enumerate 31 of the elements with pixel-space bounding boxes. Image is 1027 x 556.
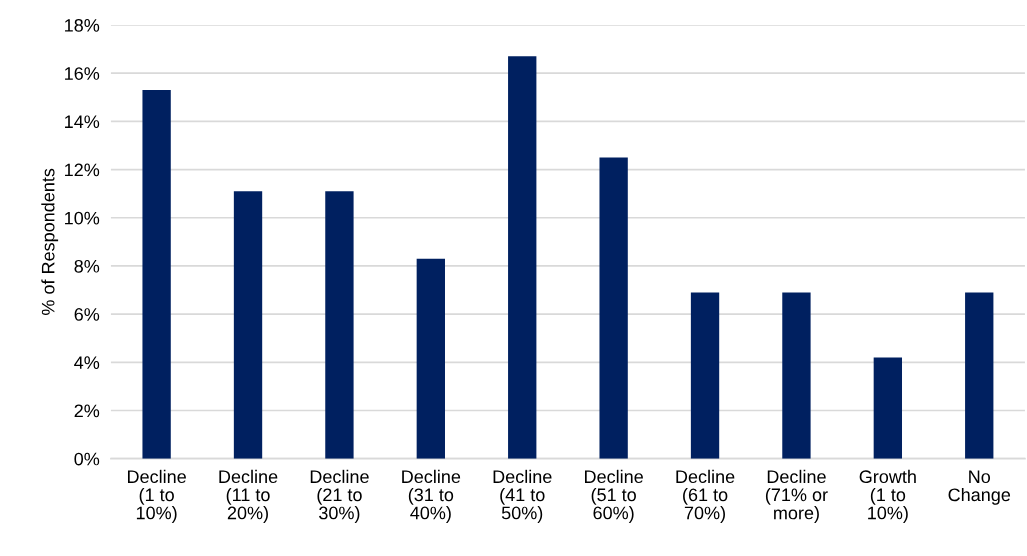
y-tick-label: 16% bbox=[65, 67, 100, 80]
bar bbox=[873, 357, 903, 459]
y-tick-label: 0% bbox=[74, 452, 100, 466]
y-axis-title: % of Respondents bbox=[41, 168, 59, 315]
x-tick-label: Growth (1 to 10%) bbox=[859, 469, 916, 523]
bar bbox=[782, 292, 811, 459]
bar bbox=[965, 292, 994, 459]
y-tick-label: 10% bbox=[65, 211, 100, 225]
x-tick-label: Decline (21 to 30%) bbox=[310, 469, 369, 523]
x-tick-label: Decline (11 to 20%) bbox=[219, 469, 278, 523]
x-tick-label: Decline (41 to 50%) bbox=[493, 469, 552, 523]
y-tick-label: 18% bbox=[65, 18, 100, 32]
x-tick-label: No Change bbox=[948, 470, 1011, 505]
x-tick-label: Decline (31 to 40%) bbox=[402, 469, 461, 523]
y-tick-label: 8% bbox=[74, 259, 100, 273]
y-tick-label: 4% bbox=[74, 356, 100, 369]
x-tick-label: Decline (71% or more) bbox=[765, 469, 828, 523]
bar bbox=[142, 90, 171, 459]
bar bbox=[325, 191, 354, 459]
x-tick-label: Decline (1 to 10%) bbox=[127, 469, 186, 523]
bar bbox=[690, 292, 720, 459]
bar bbox=[599, 157, 628, 459]
y-tick-label: 2% bbox=[74, 404, 100, 418]
bar bbox=[416, 258, 445, 459]
y-tick-label: 14% bbox=[65, 115, 100, 129]
x-tick-label: Decline (61 to 70%) bbox=[676, 469, 735, 523]
y-tick-label: 6% bbox=[74, 308, 100, 321]
bar bbox=[508, 56, 537, 459]
x-tick-label: Decline (51 to 60%) bbox=[585, 469, 643, 523]
bar bbox=[233, 191, 263, 459]
y-tick-label: 12% bbox=[65, 163, 100, 177]
